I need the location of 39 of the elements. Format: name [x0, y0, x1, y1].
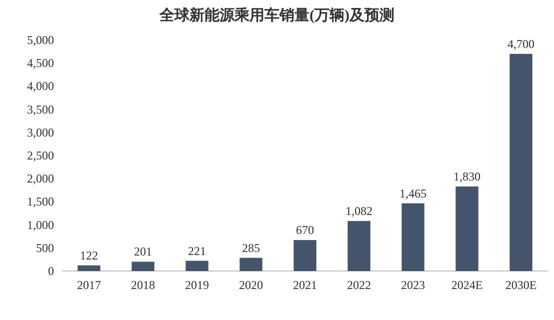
bar	[78, 265, 100, 271]
data-label: 285	[242, 240, 260, 255]
y-tick-label: 3,500	[27, 102, 54, 116]
chart-title: 全球新能源乘用车销量(万辆)及预测	[158, 6, 394, 24]
y-tick-label: 4,000	[27, 79, 54, 94]
y-tick-label: 1,500	[27, 194, 54, 209]
x-tick-label: 2021	[293, 278, 317, 292]
x-tick-label: 2024E	[451, 278, 483, 292]
y-tick-label: 3,000	[27, 125, 54, 140]
data-label: 1,082	[346, 204, 372, 218]
bar	[186, 260, 208, 271]
x-tick-label: 2019	[185, 278, 209, 292]
data-label: 670	[296, 223, 314, 238]
data-label: 1,465	[400, 186, 426, 200]
y-tick-label: 1,000	[27, 218, 54, 232]
x-tick-label: 2030E	[505, 278, 537, 292]
y-tick-label: 0	[48, 264, 54, 278]
y-tick-label: 5,000	[27, 33, 54, 47]
y-tick-label: 4,500	[27, 56, 54, 70]
data-label: 4,700	[508, 36, 534, 51]
x-tick-label: 2022	[347, 278, 371, 292]
y-tick-label: 2,500	[27, 148, 54, 162]
bar	[294, 240, 316, 271]
bar	[348, 221, 370, 271]
x-tick-label: 2017	[77, 278, 101, 292]
bar	[510, 54, 532, 271]
data-label: 221	[188, 244, 206, 258]
bar	[132, 262, 154, 271]
x-tick-label: 2018	[131, 278, 155, 292]
x-tick-label: 2023	[401, 278, 425, 292]
y-tick-label: 500	[36, 240, 54, 255]
data-label: 122	[80, 248, 98, 262]
bar	[456, 186, 478, 271]
bar	[402, 203, 424, 271]
y-tick-label: 2,000	[27, 172, 54, 186]
data-label: 201	[134, 244, 152, 259]
bar	[240, 258, 262, 271]
data-label: 1,830	[454, 169, 480, 184]
x-tick-label: 2020	[239, 278, 263, 292]
